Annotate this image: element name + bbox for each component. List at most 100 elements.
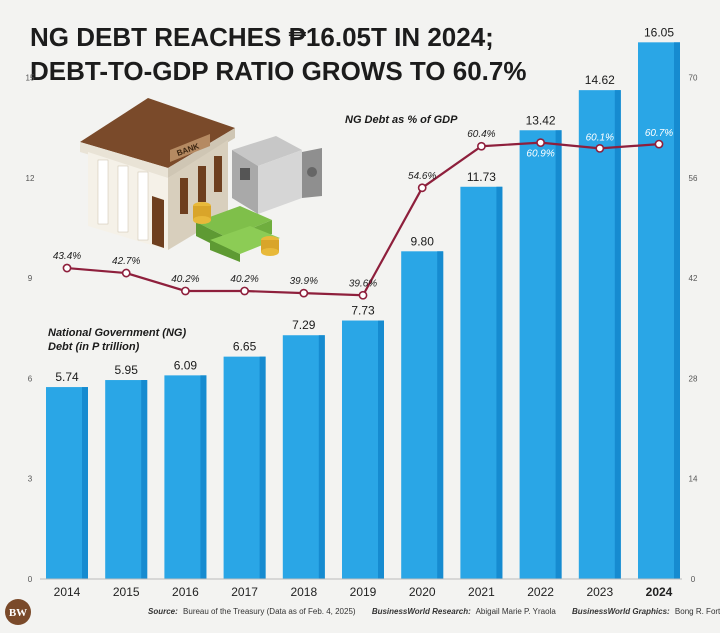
left-tick-label: 6: [28, 374, 33, 383]
left-tick-label: 12: [26, 174, 35, 183]
bar-shade: [437, 251, 444, 579]
right-tick-label: 70: [689, 73, 698, 82]
line-value-label: 43.4%: [53, 251, 81, 262]
line-value-label: 54.6%: [408, 171, 436, 182]
bar-value-labels: 5.74 5.95 6.09 6.65 7.29 7.73 9.80 11.73 13.42 14…: [55, 25, 674, 384]
line-value-label: 40.2%: [171, 274, 199, 285]
bar-value-label: 6.65: [233, 340, 257, 354]
line-point: [180, 286, 190, 296]
right-tick-label: 14: [689, 475, 698, 484]
bw-logo-text: BW: [9, 607, 27, 619]
bar: [164, 375, 207, 579]
source-text: Bureau of the Treasury (Data as of Feb. …: [183, 607, 356, 616]
line-point: [240, 286, 249, 296]
bar-value-label: 13.42: [526, 113, 556, 127]
line-point: [595, 143, 605, 153]
right-tick-label: 0: [691, 575, 696, 584]
bar-shade: [141, 380, 148, 579]
research-label: BusinessWorld Research:: [372, 607, 471, 616]
graphics-label: BusinessWorld Graphics:: [572, 607, 670, 616]
line-point: [121, 268, 131, 278]
left-axis-ticks: 0 3 6 9 12 15: [26, 73, 35, 584]
bar: [578, 90, 621, 580]
bar-series-label-line-2: Debt (in P trillion): [48, 341, 140, 353]
left-tick-label: 15: [26, 73, 35, 82]
bar-shade: [496, 186, 503, 579]
bar-shade: [378, 320, 384, 579]
bar-value-label: 14.62: [585, 73, 615, 87]
x-category-label: 2014: [54, 585, 81, 599]
x-category-label: 2018: [290, 585, 317, 599]
bar-value-label: 7.73: [351, 304, 375, 318]
x-category-label: 2024: [646, 585, 673, 599]
money-icon: [193, 202, 280, 262]
bar-value-label: 5.95: [115, 363, 139, 377]
line-value-label: 60.7%: [645, 128, 673, 139]
x-category-label: 2017: [231, 585, 258, 599]
right-tick-label: 28: [689, 374, 698, 383]
bar: [401, 251, 444, 579]
x-category-label: 2015: [113, 585, 140, 599]
line-value-label: 60.4%: [467, 129, 495, 140]
x-category-label: 2022: [527, 585, 554, 599]
bar-value-label: 5.74: [55, 370, 79, 384]
line-point: [476, 141, 486, 151]
line-series-label: NG Debt as % of GDP: [345, 114, 458, 126]
line-value-label: 40.2%: [230, 274, 258, 285]
bar-value-label: 16.05: [644, 25, 674, 39]
right-tick-label: 56: [689, 174, 698, 183]
bar-value-label: 6.09: [174, 358, 198, 372]
bar: [638, 42, 680, 579]
line-point: [536, 138, 545, 148]
source-label: Source:: [148, 607, 178, 616]
bar-series: [46, 42, 680, 580]
x-category-label: 2020: [409, 585, 436, 599]
right-tick-label: 42: [689, 274, 698, 283]
line-point: [62, 263, 72, 273]
bar: [342, 320, 384, 579]
bar: [282, 335, 325, 579]
bar: [105, 380, 148, 579]
left-tick-label: 9: [28, 274, 33, 283]
x-category-label: 2016: [172, 585, 199, 599]
line-point: [417, 183, 427, 193]
line-point: [299, 288, 309, 298]
footer-credits: Source: Bureau of the Treasury (Data as …: [148, 607, 720, 616]
bar-shade: [614, 90, 621, 580]
line-series: [62, 138, 664, 300]
line-value-label: 60.1%: [586, 132, 614, 143]
right-axis-ticks: 0 14 28 42 56 70: [689, 73, 698, 584]
bar-shade: [318, 335, 325, 579]
bw-logo: BW: [5, 599, 31, 625]
line-value-label: 60.9%: [526, 149, 554, 160]
bar: [519, 130, 562, 580]
x-category-label: 2019: [350, 585, 377, 599]
line-value-label: 42.7%: [112, 256, 140, 267]
bar-shade: [200, 375, 207, 579]
x-category-label: 2023: [586, 585, 613, 599]
vault-icon: [232, 136, 322, 214]
bar-series-label-line-1: National Government (NG): [48, 327, 186, 339]
bar-shade: [259, 356, 266, 579]
research-text: Abigail Marie P. Yraola: [476, 607, 557, 616]
chart-title-line-1: NG DEBT REACHES ₱16.05T IN 2024;: [30, 22, 494, 52]
line-point: [654, 139, 664, 149]
bar: [223, 356, 266, 579]
x-category-label: 2021: [468, 585, 495, 599]
bar-shade: [674, 42, 680, 579]
bar-value-label: 11.73: [467, 170, 496, 184]
bar: [460, 186, 503, 579]
left-tick-label: 0: [28, 575, 33, 584]
graphics-text: Bong R. Fortin: [675, 607, 720, 616]
bar-value-label: 7.29: [292, 318, 316, 332]
line-point: [358, 290, 368, 300]
x-axis-categories: 2014 2015 2016 2017 2018 2019 2020 2021 2022 2023…: [54, 585, 673, 599]
line-value-label: 39.9%: [290, 276, 318, 287]
bar-shade: [555, 130, 562, 580]
bar-shade: [82, 387, 88, 579]
line-value-label: 39.6%: [349, 278, 377, 289]
bar: [46, 387, 88, 579]
left-tick-label: 3: [28, 475, 33, 484]
chart-title-line-2: DEBT-TO-GDP RATIO GROWS TO 60.7%: [30, 56, 526, 86]
